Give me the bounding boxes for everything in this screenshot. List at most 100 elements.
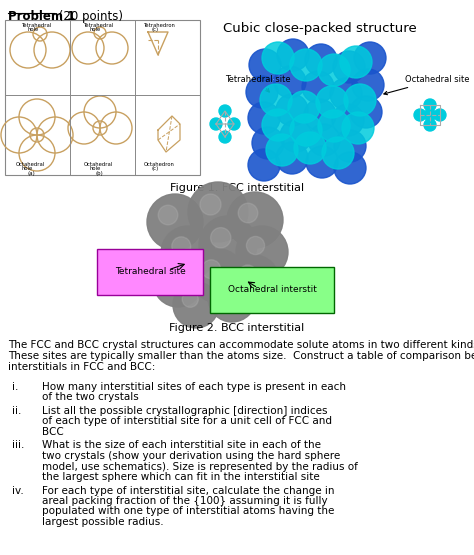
Text: hole: hole <box>90 27 101 32</box>
Text: hole: hole <box>28 27 39 32</box>
Circle shape <box>334 152 366 184</box>
Circle shape <box>158 205 178 225</box>
Circle shape <box>188 182 248 242</box>
Circle shape <box>227 192 283 248</box>
Circle shape <box>330 78 362 110</box>
Text: i.: i. <box>12 382 18 392</box>
Circle shape <box>332 104 364 136</box>
Circle shape <box>219 131 231 143</box>
Circle shape <box>173 282 219 328</box>
Circle shape <box>238 203 258 223</box>
Text: Tetrahedral: Tetrahedral <box>22 23 52 28</box>
Text: (b): (b) <box>96 171 104 176</box>
Circle shape <box>200 194 221 215</box>
Circle shape <box>334 130 366 162</box>
Circle shape <box>210 118 222 130</box>
Text: For each type of interstitial site, calculate the change in: For each type of interstitial site, calc… <box>42 486 335 496</box>
Text: How many interstitial sites of each type is present in each: How many interstitial sites of each type… <box>42 382 346 392</box>
Text: Octahedral: Octahedral <box>16 162 45 167</box>
Circle shape <box>229 255 279 305</box>
Text: What is the size of each interstitial site in each of the: What is the size of each interstitial si… <box>42 441 321 451</box>
Circle shape <box>424 109 436 121</box>
Text: List all the possible crystallographic [direction] indices: List all the possible crystallographic [… <box>42 406 328 416</box>
Circle shape <box>322 137 354 169</box>
Text: Tetrahedral: Tetrahedral <box>84 23 114 28</box>
Circle shape <box>280 120 312 152</box>
Circle shape <box>290 49 322 81</box>
Circle shape <box>352 69 384 101</box>
Circle shape <box>354 42 386 74</box>
Circle shape <box>424 119 436 131</box>
Circle shape <box>342 112 374 144</box>
Text: two crystals (show your derivation using the hard sphere: two crystals (show your derivation using… <box>42 451 340 461</box>
Circle shape <box>248 102 280 134</box>
Circle shape <box>161 226 215 280</box>
Circle shape <box>218 284 235 300</box>
Circle shape <box>228 118 240 130</box>
Text: the largest sphere which can fit in the interstitial site: the largest sphere which can fit in the … <box>42 472 320 482</box>
Text: (c): (c) <box>152 27 159 32</box>
Circle shape <box>305 44 337 76</box>
Circle shape <box>248 149 280 181</box>
Circle shape <box>288 91 320 123</box>
Circle shape <box>424 99 436 111</box>
Text: Octahedral site: Octahedral site <box>384 75 470 95</box>
Circle shape <box>236 226 288 278</box>
Circle shape <box>163 267 181 285</box>
Text: These sites are typically smaller than the atoms size.  Construct a table of com: These sites are typically smaller than t… <box>8 351 474 361</box>
Circle shape <box>246 76 278 108</box>
Text: Tetrahedral site: Tetrahedral site <box>115 268 185 276</box>
Text: BCC: BCC <box>42 427 64 437</box>
Circle shape <box>304 99 336 131</box>
Text: Cubic close-packed structure: Cubic close-packed structure <box>223 22 417 35</box>
Text: hole: hole <box>22 166 33 171</box>
Circle shape <box>147 194 203 250</box>
Circle shape <box>246 236 264 255</box>
Text: Octahedral: Octahedral <box>84 162 113 167</box>
Circle shape <box>172 237 191 256</box>
Circle shape <box>191 249 245 303</box>
Circle shape <box>262 109 294 141</box>
Circle shape <box>316 86 348 118</box>
Circle shape <box>199 216 257 274</box>
Text: of each type of interstitial site for a unit cell of FCC and: of each type of interstitial site for a … <box>42 416 332 426</box>
Circle shape <box>202 260 221 279</box>
Circle shape <box>344 84 376 116</box>
Circle shape <box>260 84 292 116</box>
Text: (a): (a) <box>28 171 36 176</box>
Text: iv.: iv. <box>12 486 24 496</box>
Text: iii.: iii. <box>12 441 24 451</box>
Circle shape <box>274 66 306 98</box>
Circle shape <box>239 265 256 282</box>
Circle shape <box>208 274 256 322</box>
Circle shape <box>333 51 365 83</box>
Circle shape <box>210 228 231 248</box>
Circle shape <box>290 114 322 146</box>
Text: populated with one type of interstitial atoms having the: populated with one type of interstitial … <box>42 507 334 517</box>
Circle shape <box>318 54 350 86</box>
Text: Octahedron: Octahedron <box>144 162 175 167</box>
FancyBboxPatch shape <box>5 20 200 175</box>
Text: areal packing fraction of the {100} assuming it is fully: areal packing fraction of the {100} assu… <box>42 496 328 506</box>
Circle shape <box>434 109 446 121</box>
Text: The FCC and BCC crystal structures can accommodate solute atoms in two different: The FCC and BCC crystal structures can a… <box>8 340 474 350</box>
Circle shape <box>249 49 281 81</box>
Text: Figure 2. BCC interstitial: Figure 2. BCC interstitial <box>169 323 305 333</box>
Circle shape <box>262 42 294 74</box>
Text: Tetrahedral site: Tetrahedral site <box>225 75 291 92</box>
Text: interstitials in FCC and BCC:: interstitials in FCC and BCC: <box>8 362 155 372</box>
Text: of the two crystals: of the two crystals <box>42 392 139 402</box>
Circle shape <box>350 96 382 128</box>
Circle shape <box>266 134 298 166</box>
Text: model, use schematics). Size is represented by the radius of: model, use schematics). Size is represen… <box>42 462 358 472</box>
Circle shape <box>414 109 426 121</box>
Text: largest possible radius.: largest possible radius. <box>42 517 164 527</box>
Circle shape <box>318 110 350 142</box>
Circle shape <box>276 142 308 174</box>
Text: (20 points): (20 points) <box>55 10 123 23</box>
Text: Problem 1: Problem 1 <box>8 10 75 23</box>
Circle shape <box>182 291 198 307</box>
Circle shape <box>302 71 334 103</box>
Circle shape <box>276 94 308 126</box>
Text: ii.: ii. <box>12 406 21 416</box>
